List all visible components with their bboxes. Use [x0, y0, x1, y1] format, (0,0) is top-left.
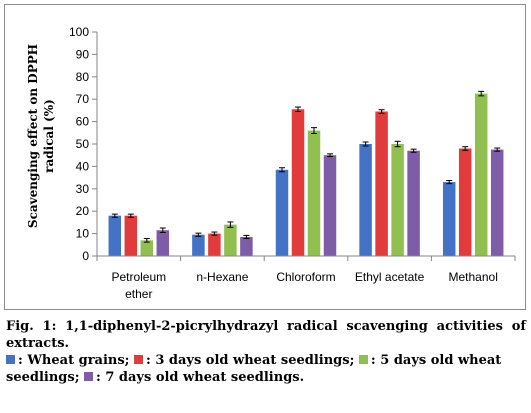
x-category-label: Chloroform — [276, 270, 335, 284]
legend-label: : 3 days old wheat seedlings; — [146, 353, 359, 368]
y-tick-label: 40 — [76, 159, 90, 173]
y-tick-label: 100 — [69, 25, 89, 39]
legend: : Wheat grains; : 3 days old wheat seedl… — [6, 352, 526, 386]
chart-frame: 0 10 20 30 40 50 60 70 80 90 100 Scavenging effect… — [4, 4, 526, 310]
bar — [307, 130, 321, 256]
bar-chart: 0 10 20 30 40 50 60 70 80 90 100 Scavenging effect… — [26, 25, 516, 301]
y-axis-label: Scavenging effect on DPPH radical (%) — [26, 44, 56, 228]
y-axis-ticks: 0 10 20 30 40 50 60 70 80 90 100 — [69, 25, 97, 263]
bar — [407, 150, 420, 256]
x-category-label: Petroleum ether — [111, 270, 166, 301]
x-axis-categories: Petroleum ether n-Hexane Chloroform Ethyl ac… — [111, 270, 497, 301]
y-axis-label-line: radical (%) — [42, 99, 56, 173]
bar — [442, 182, 456, 256]
x-category-label: Methanol — [449, 270, 498, 284]
bars — [108, 90, 504, 257]
legend-label: : Wheat grains; — [18, 353, 134, 368]
y-tick-label: 90 — [76, 47, 90, 61]
bar — [375, 111, 388, 257]
bar — [474, 93, 488, 256]
bar — [140, 240, 154, 256]
legend-label: : 7 days old wheat seedlings. — [96, 370, 305, 385]
y-tick-label: 10 — [76, 227, 90, 241]
legend-label: : 5 days old wheat seedlings; — [6, 353, 502, 385]
figure-caption: Fig. 1: 1,1-diphenyl-2-picrylhydrazyl ra… — [6, 318, 526, 386]
bar — [391, 144, 404, 256]
bar — [240, 236, 253, 256]
y-tick-label: 0 — [82, 249, 89, 263]
bar — [275, 169, 289, 256]
axes — [96, 32, 516, 261]
y-tick-label: 70 — [76, 92, 90, 106]
bar — [490, 149, 504, 256]
figure-title: Fig. 1: 1,1-diphenyl-2-picrylhydrazyl ra… — [6, 319, 526, 351]
bar — [208, 233, 221, 256]
legend-swatch — [6, 355, 15, 364]
bar — [156, 230, 170, 256]
x-category-label: Ethyl acetate — [355, 270, 425, 284]
bar — [108, 215, 122, 256]
y-axis-label-line: Scavenging effect on DPPH — [26, 44, 40, 228]
legend-swatch — [84, 372, 94, 381]
x-category-label: n-Hexane — [196, 270, 248, 284]
bar — [323, 155, 337, 256]
y-tick-label: 80 — [76, 70, 90, 84]
y-tick-label: 50 — [76, 137, 90, 151]
bar — [458, 148, 472, 256]
bar — [359, 144, 372, 256]
y-tick-label: 60 — [76, 115, 90, 129]
y-tick-label: 30 — [76, 182, 90, 196]
bar — [124, 215, 138, 256]
legend-swatch — [134, 355, 143, 364]
legend-swatch — [358, 355, 368, 364]
bar — [192, 234, 205, 256]
y-tick-label: 20 — [76, 204, 90, 218]
bar — [291, 109, 305, 256]
bar — [224, 224, 237, 256]
